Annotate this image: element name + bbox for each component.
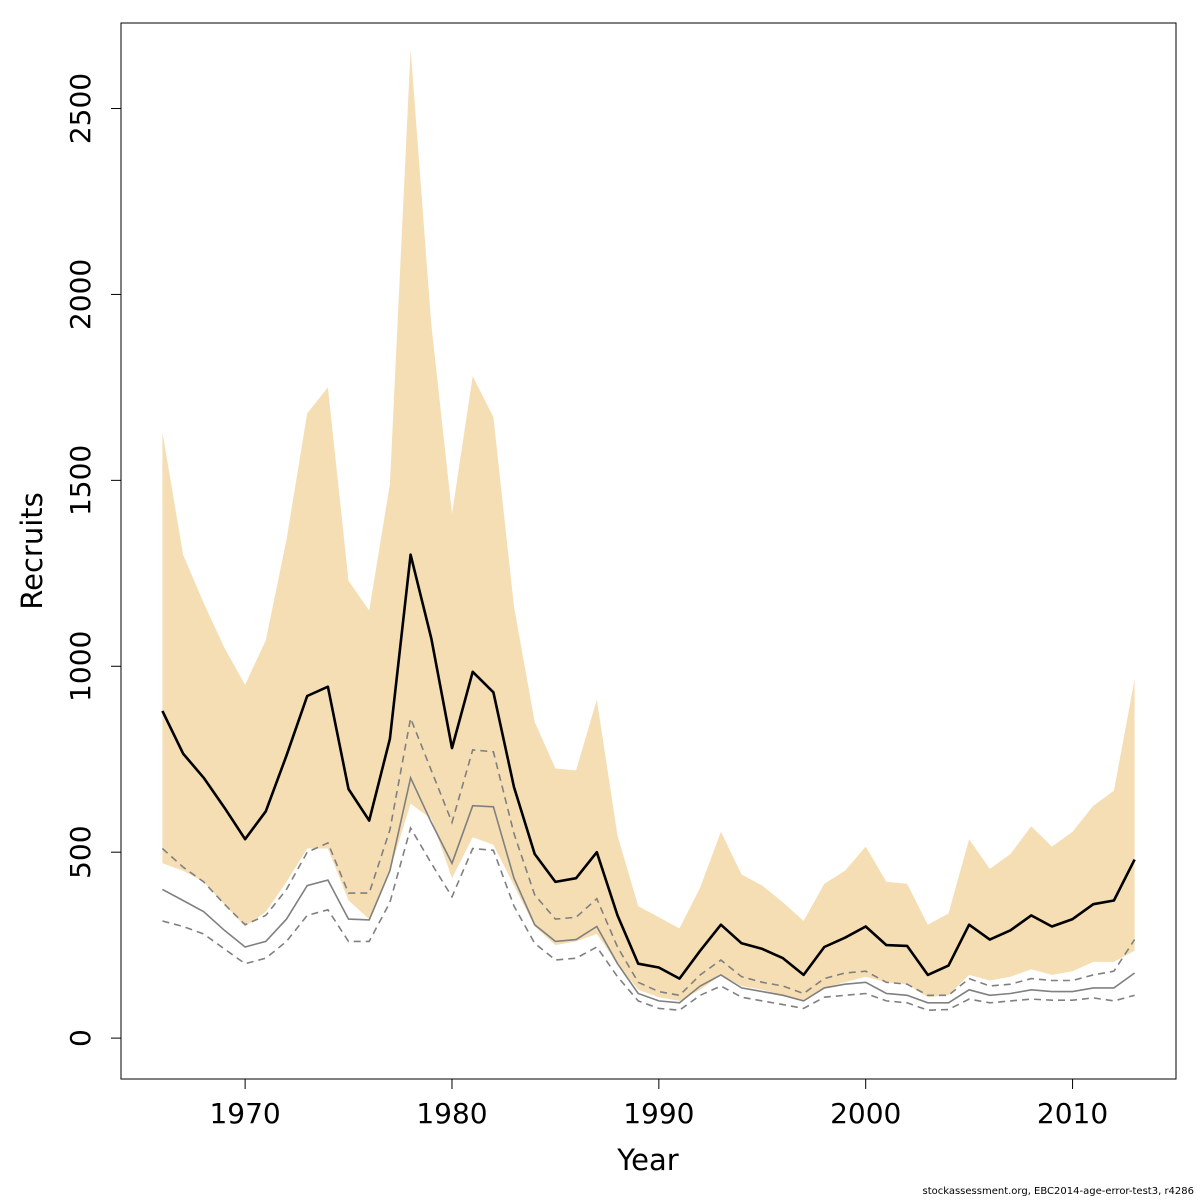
secondary-lower-line	[162, 825, 1135, 1012]
y-tick-label: 0	[64, 1029, 97, 1047]
plot-frame	[120, 22, 1177, 1080]
x-tick-label: 1980	[416, 1097, 487, 1130]
secondary-upper-line	[161, 715, 1136, 997]
x-tick-label: 1970	[209, 1097, 280, 1130]
axes: 1970 1980 1990 2000 2010 0 500 1000 1500 2000 2500	[64, 73, 1108, 1130]
secondary-line	[162, 775, 1136, 1004]
x-tick-label: 1990	[623, 1097, 694, 1130]
x-tick-label: 2000	[830, 1097, 901, 1130]
confidence-band	[162, 49, 1135, 1001]
x-tick-label: 2010	[1037, 1097, 1108, 1130]
footer-note: stockassessment.org, EBC2014-age-error-t…	[922, 1186, 1194, 1197]
y-tick-label: 2000	[64, 259, 97, 330]
x-axis-title: Year	[616, 1143, 678, 1177]
plot-area	[161, 49, 1136, 1012]
recruits-line	[161, 553, 1136, 980]
y-tick-label: 2500	[64, 73, 97, 144]
y-tick-label: 1000	[64, 631, 97, 702]
y-axis-title: Recruits	[15, 492, 49, 609]
y-tick-label: 500	[64, 825, 97, 878]
y-tick-label: 1500	[64, 445, 97, 516]
